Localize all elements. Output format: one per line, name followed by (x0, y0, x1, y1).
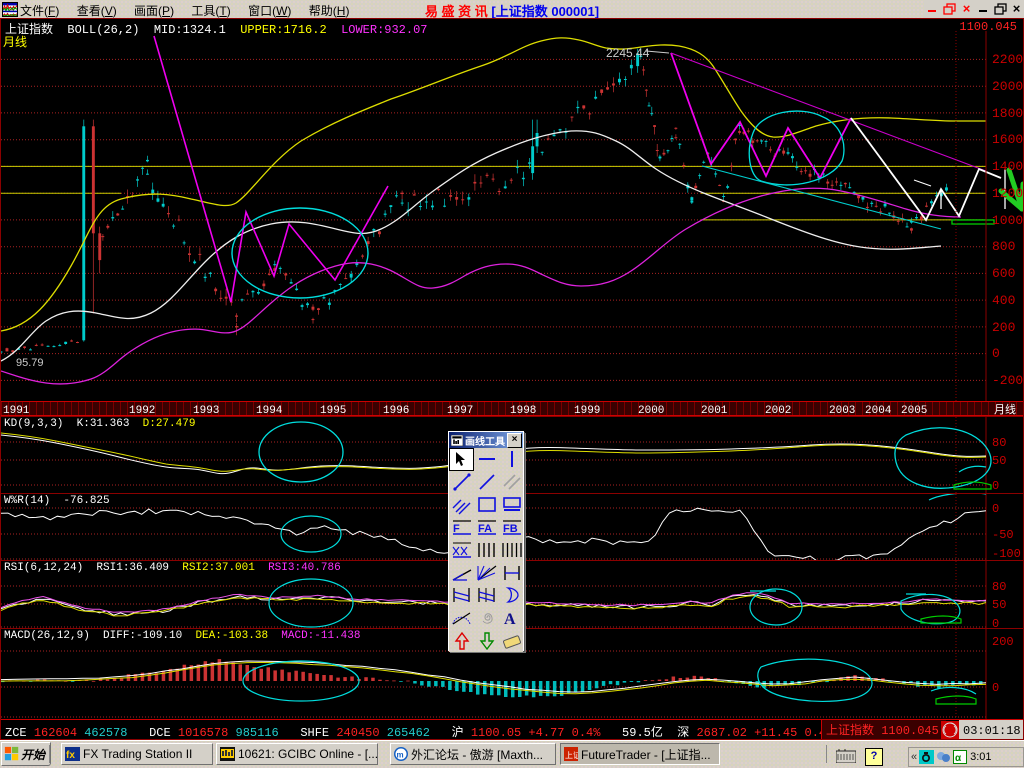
svg-text:-200: -200 (992, 373, 1023, 388)
svg-text:0: 0 (992, 346, 1000, 361)
svg-text:2004: 2004 (865, 405, 892, 416)
svg-text:80: 80 (992, 436, 1006, 450)
svg-text:1400: 1400 (992, 159, 1023, 174)
svg-text:FA: FA (478, 523, 492, 535)
svg-text:50: 50 (992, 454, 1006, 468)
svg-text:600: 600 (992, 266, 1015, 281)
svg-text:2200: 2200 (992, 52, 1023, 67)
svg-text:1994: 1994 (256, 405, 283, 416)
svg-text:2245.44: 2245.44 (606, 46, 650, 60)
svg-text:月线: 月线 (994, 402, 1016, 416)
svg-text:2001: 2001 (701, 405, 728, 416)
svg-text:F: F (453, 523, 460, 535)
svg-text:A: A (504, 611, 516, 627)
svg-text:800: 800 (992, 239, 1015, 254)
svg-text:1996: 1996 (383, 405, 409, 416)
svg-text:2003: 2003 (829, 405, 855, 416)
svg-text:200: 200 (992, 635, 1014, 649)
svg-text:-100: -100 (992, 547, 1021, 560)
svg-text:1997: 1997 (447, 405, 473, 416)
svg-text:1000: 1000 (992, 213, 1023, 228)
svg-text:1600: 1600 (992, 132, 1023, 147)
svg-text:m: m (397, 751, 404, 760)
svg-text:2002: 2002 (765, 405, 791, 416)
svg-text:1999: 1999 (574, 405, 600, 416)
svg-text:400: 400 (992, 293, 1015, 308)
svg-text:0: 0 (992, 479, 999, 493)
svg-text:1995: 1995 (320, 405, 346, 416)
svg-text:上证: 上证 (565, 751, 578, 760)
svg-text:200: 200 (992, 320, 1015, 335)
svg-text:1992: 1992 (129, 405, 155, 416)
svg-text:FB: FB (503, 523, 518, 535)
svg-text:α: α (955, 753, 962, 764)
svg-text:50: 50 (992, 598, 1006, 612)
svg-text:0: 0 (992, 502, 999, 516)
svg-text:0: 0 (992, 617, 999, 628)
svg-text:2000: 2000 (992, 79, 1023, 94)
svg-text:2005: 2005 (901, 405, 927, 416)
svg-text:1998: 1998 (510, 405, 536, 416)
svg-text:95.79: 95.79 (16, 357, 44, 369)
svg-text:1200: 1200 (992, 186, 1023, 201)
svg-text:1993: 1993 (193, 405, 219, 416)
svg-text:1800: 1800 (992, 106, 1023, 121)
svg-text:2000: 2000 (638, 405, 664, 416)
svg-text:fx: fx (66, 750, 75, 761)
svg-text:80: 80 (992, 580, 1006, 594)
svg-text:0: 0 (992, 681, 999, 695)
svg-text:-50: -50 (992, 528, 1014, 542)
svg-text:1991: 1991 (3, 405, 30, 416)
